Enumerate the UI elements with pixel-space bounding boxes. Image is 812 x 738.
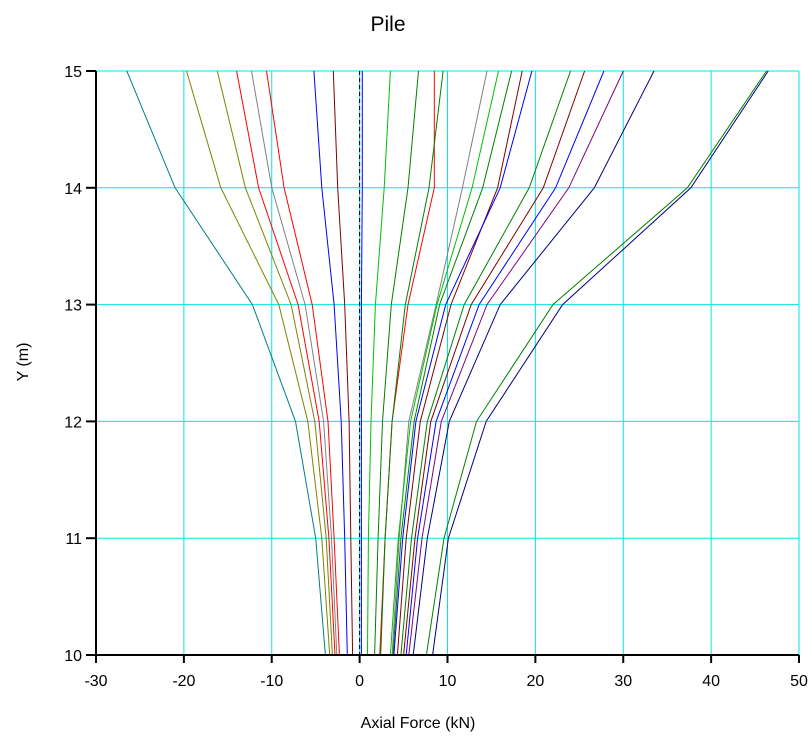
- x-tick-label: 30: [614, 673, 632, 690]
- series-line-5: [251, 70, 338, 656]
- series-line-21: [405, 70, 605, 656]
- y-tick-label: 15: [64, 64, 82, 81]
- chart-title: Pile: [370, 13, 405, 36]
- series-line-11: [374, 70, 419, 656]
- series-line-17: [396, 70, 523, 656]
- y-tick-label: 10: [64, 648, 82, 665]
- series-line-7: [313, 70, 348, 656]
- series-line-2: [186, 70, 331, 656]
- series-line-25: [432, 70, 769, 656]
- series-line-4: [236, 70, 336, 656]
- x-tick-label: 20: [526, 673, 544, 690]
- series-line-19: [400, 70, 571, 656]
- x-tick-label: 0: [355, 673, 364, 690]
- x-tick-label: -30: [84, 673, 107, 690]
- series-line-10: [367, 70, 391, 656]
- x-tick-label: 10: [439, 673, 457, 690]
- series-line-18: [393, 70, 533, 656]
- x-tick-label: -10: [260, 673, 283, 690]
- series-line-8: [332, 70, 354, 656]
- series-line-1: [126, 70, 326, 656]
- series-group: [126, 70, 769, 656]
- x-axis-label: Axial Force (kN): [361, 715, 476, 732]
- series-line-16: [392, 70, 513, 656]
- series-line-14: [391, 70, 488, 656]
- y-tick-label: 13: [64, 298, 82, 315]
- series-line-15: [389, 70, 499, 656]
- series-line-23: [412, 70, 655, 656]
- y-tick-label: 11: [65, 531, 82, 548]
- x-tick-label: 40: [702, 673, 720, 690]
- axes: [86, 70, 800, 663]
- series-line-13: [380, 70, 444, 656]
- series-line-20: [403, 70, 586, 656]
- y-tick-label: 12: [64, 414, 82, 431]
- x-tick-label: -20: [172, 673, 195, 690]
- y-axis-label: Y (m): [15, 343, 32, 382]
- y-tick-label: 14: [64, 181, 82, 198]
- x-tick-label: 50: [790, 673, 808, 690]
- series-line-24: [425, 70, 767, 656]
- series-line-9: [360, 71, 363, 655]
- series-line-6: [266, 70, 340, 656]
- series-line-3: [216, 70, 333, 656]
- tick-labels: -30 -20 -10 0 10 20 30 40 50 10 11 12 13 14 15: [64, 64, 808, 690]
- series-line-22: [408, 70, 624, 656]
